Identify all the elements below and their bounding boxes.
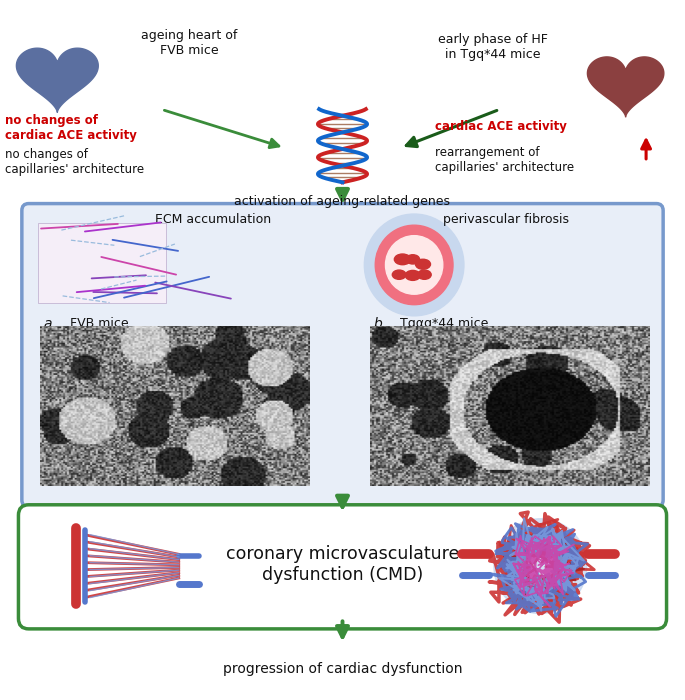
Circle shape (364, 214, 464, 316)
FancyBboxPatch shape (22, 204, 663, 507)
Ellipse shape (418, 270, 431, 279)
Ellipse shape (416, 259, 430, 270)
Text: coronary microvasculature
dysfunction (CMD): coronary microvasculature dysfunction (C… (226, 545, 459, 584)
Text: cardiac ACE activity: cardiac ACE activity (434, 120, 566, 134)
Circle shape (386, 236, 443, 294)
Text: rearrangement of
capillaries' architecture: rearrangement of capillaries' architectu… (434, 146, 574, 174)
FancyBboxPatch shape (38, 223, 166, 302)
Ellipse shape (406, 270, 421, 281)
Polygon shape (16, 48, 98, 112)
Text: b: b (373, 316, 382, 330)
Text: perivascular fibrosis: perivascular fibrosis (443, 213, 569, 226)
Ellipse shape (395, 254, 411, 265)
Ellipse shape (393, 270, 406, 279)
Text: FVB mice: FVB mice (70, 317, 128, 330)
Text: no changes of
capillaries' architecture: no changes of capillaries' architecture (5, 148, 144, 176)
Text: a: a (44, 316, 52, 330)
FancyBboxPatch shape (18, 505, 667, 629)
Text: early phase of HF
in Tgq*44 mice: early phase of HF in Tgq*44 mice (438, 33, 547, 61)
Polygon shape (588, 57, 664, 117)
Text: no changes of
cardiac ACE activity: no changes of cardiac ACE activity (5, 114, 137, 142)
Text: progression of cardiac dysfunction: progression of cardiac dysfunction (223, 662, 462, 676)
Text: activation of ageing-related genes: activation of ageing-related genes (234, 195, 451, 208)
Text: Tgαq*44 mice: Tgαq*44 mice (401, 317, 489, 330)
Ellipse shape (406, 255, 420, 264)
Text: ageing heart of
FVB mice: ageing heart of FVB mice (141, 29, 237, 57)
Circle shape (494, 519, 587, 613)
Text: ECM accumulation: ECM accumulation (155, 213, 271, 226)
Circle shape (375, 225, 453, 304)
